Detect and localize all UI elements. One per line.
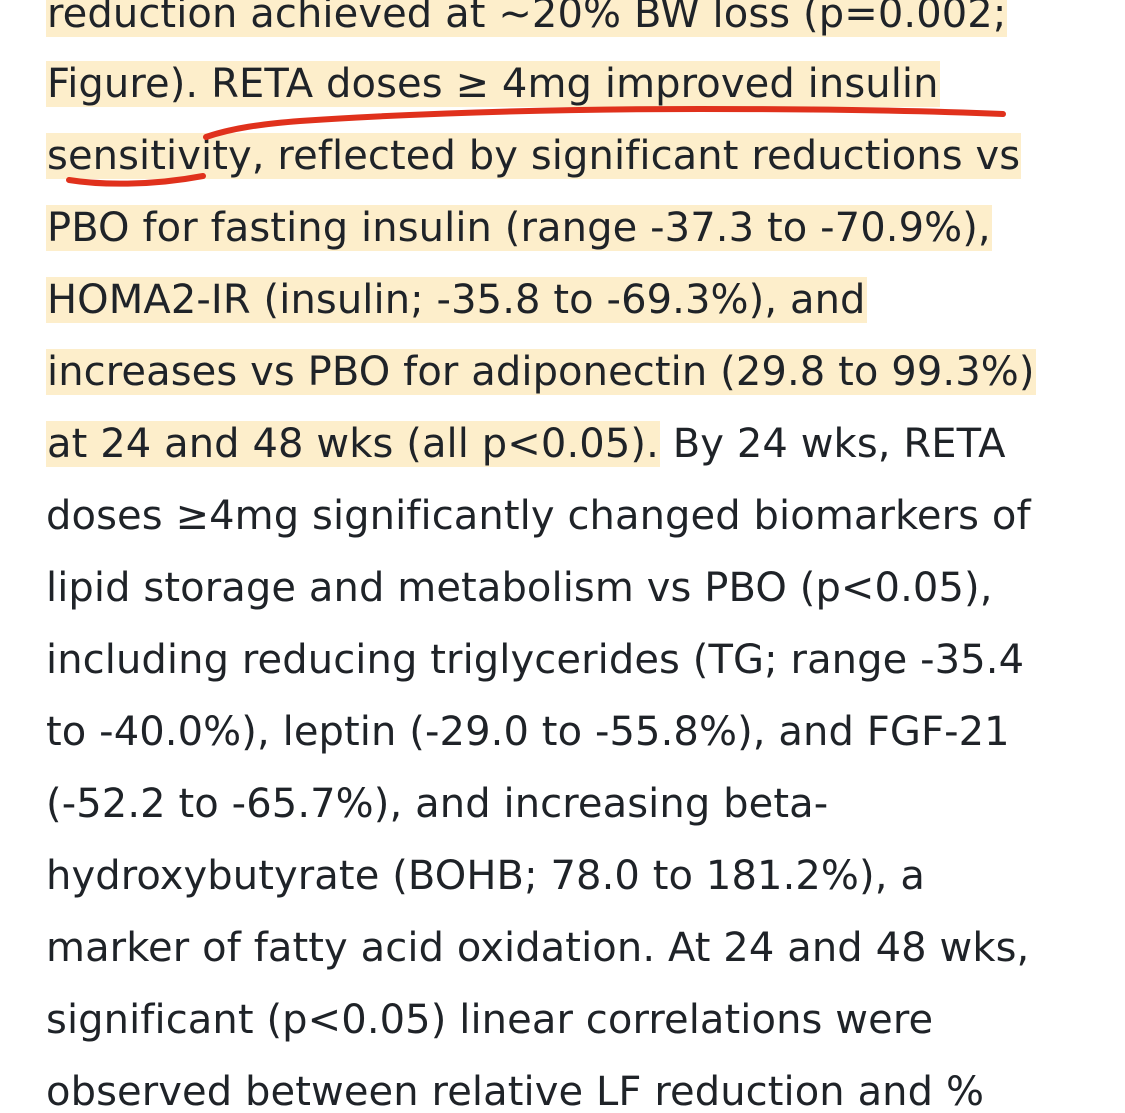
highlighted-text: increases vs PBO for adiponectin (29.8 t… [46,349,1036,395]
plain-text: lipid storage and metabolism vs PBO (p<0… [46,565,993,611]
highlighted-text: PBO for fasting insulin (range -37.3 to … [46,205,992,251]
highlighted-text: Figure). RETA doses ≥ 4mg improved insul… [46,61,940,107]
text-line-11: to -40.0%), leptin (-29.0 to -55.8%), an… [46,696,1010,768]
highlighted-text: at 24 and 48 wks (all p<0.05). [46,421,660,467]
highlighted-text: HOMA2-IR (insulin; -35.8 to -69.3%), and [46,277,867,323]
text-line-10: including reducing triglycerides (TG; ra… [46,624,1024,696]
text-line-9: lipid storage and metabolism vs PBO (p<0… [46,552,993,624]
plain-text: hydroxybutyrate (BOHB; 78.0 to 181.2%), … [46,853,925,899]
plain-text: doses ≥4mg significantly changed biomark… [46,493,1031,539]
text-line-13: hydroxybutyrate (BOHB; 78.0 to 181.2%), … [46,840,925,912]
plain-text: observed between relative LF reduction a… [46,1069,985,1113]
text-line-16: observed between relative LF reduction a… [46,1056,984,1113]
text-line-5: HOMA2-IR (insulin; -35.8 to -69.3%), and [46,264,867,336]
text-line-15: significant (p<0.05) linear correlations… [46,984,933,1056]
text-line-4: PBO for fasting insulin (range -37.3 to … [46,192,992,264]
plain-text: significant (p<0.05) linear correlations… [46,997,934,1043]
plain-text: (-52.2 to -65.7%), and increasing beta- [46,781,829,827]
text-line-8: doses ≥4mg significantly changed biomark… [46,480,1031,552]
highlighted-text: reduction achieved at ~20% BW loss (p=0.… [46,0,1008,37]
text-line-3: sensitivity, reflected by significant re… [46,120,1022,192]
text-line-1: reduction achieved at ~20% BW loss (p=0.… [46,0,1008,50]
text-line-14: marker of fatty acid oxidation. At 24 an… [46,912,1029,984]
plain-text: including reducing triglycerides (TG; ra… [46,637,1025,683]
text-line-7: at 24 and 48 wks (all p<0.05). By 24 wks… [46,408,1006,480]
plain-text: marker of fatty acid oxidation. At 24 an… [46,925,1030,971]
highlighted-text: sensitivity, reflected by significant re… [46,133,1022,179]
text-line-12: (-52.2 to -65.7%), and increasing beta- [46,768,828,840]
text-line-2: Figure). RETA doses ≥ 4mg improved insul… [46,48,940,120]
text-line-6: increases vs PBO for adiponectin (29.8 t… [46,336,1036,408]
plain-text: to -40.0%), leptin (-29.0 to -55.8%), an… [46,709,1010,755]
plain-text: By 24 wks, RETA [659,421,1006,467]
